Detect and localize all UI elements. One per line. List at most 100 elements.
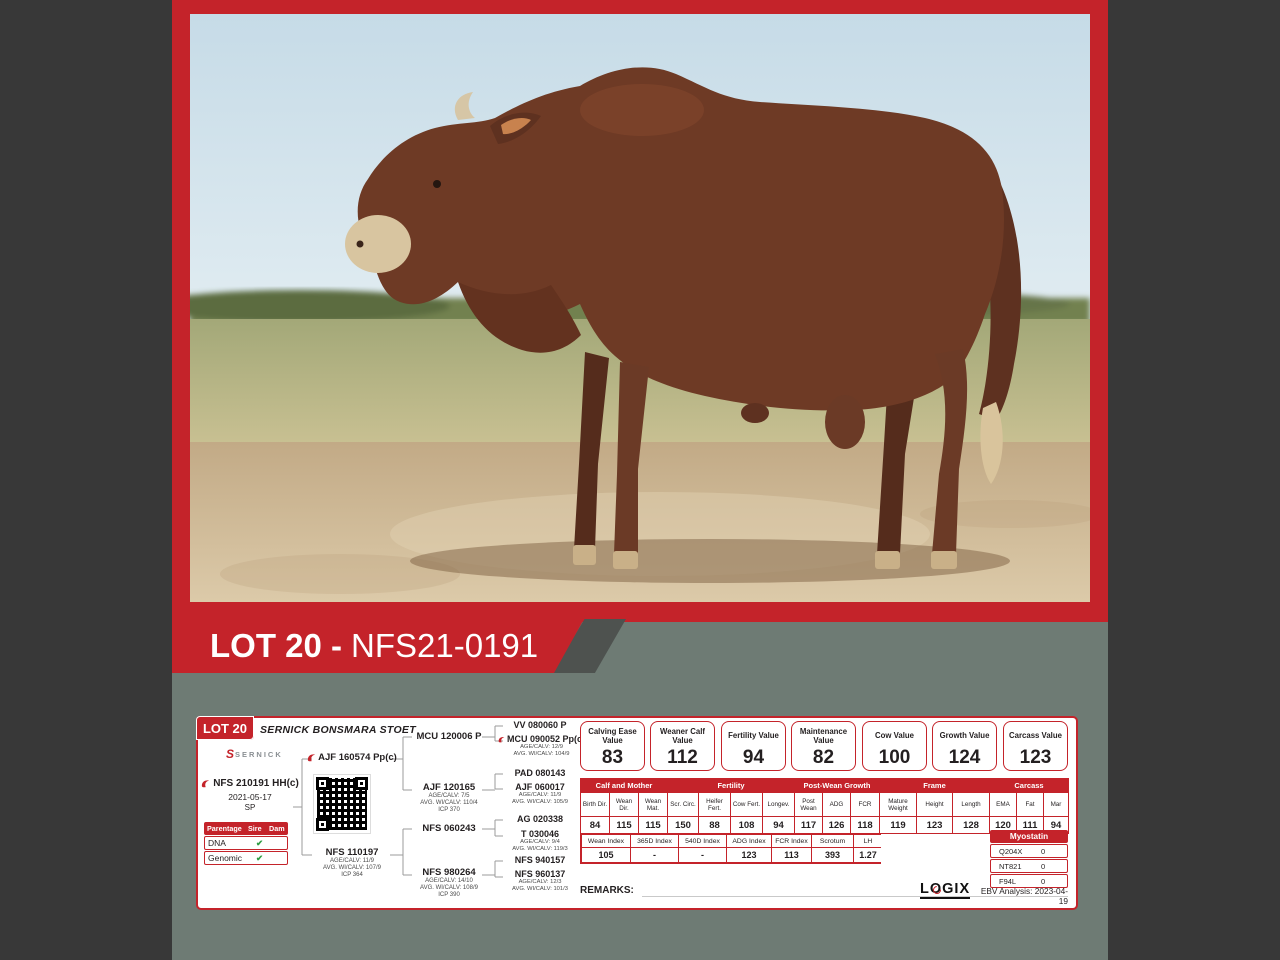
parentage-header: Parentage Sire Dam	[204, 822, 288, 835]
index-col-header: LH	[854, 835, 882, 847]
pedigree-name: NFS 110197	[325, 847, 379, 858]
pedigree-detail: AGE/CALV: 14/10	[425, 878, 473, 884]
myostatin-gene: NT821	[999, 861, 1022, 871]
parentage-header-label: Parentage	[207, 824, 242, 833]
animal-id-text: NFS 210191 HH(c)	[213, 778, 299, 789]
pedigree-name: NFS 940157	[514, 855, 566, 865]
index-value: -	[631, 848, 678, 862]
bull-photo	[190, 14, 1090, 602]
pedigree-name: AJF 060017	[515, 782, 565, 792]
stud-name: SERNICK BONSMARA STOET	[260, 724, 416, 736]
ebv-group-header: Calf and Mother	[581, 779, 667, 792]
value-box-value: 83	[601, 747, 624, 768]
value-box-maintenance: Maintenance Value 82	[791, 721, 856, 771]
value-box-value: 124	[948, 747, 981, 768]
parentage-row-dna: DNA ✔	[204, 836, 288, 850]
myostatin-value: 0	[1041, 876, 1046, 886]
pedigree-entry: NFS 980264 AGE/CALV: 14/10 AVG. WI/CALV:…	[399, 867, 499, 899]
logix-logo: LOGIX	[920, 881, 971, 899]
ebv-group-header: Post-Wean Growth	[795, 779, 879, 792]
pedigree-detail: ICP 390	[438, 892, 460, 898]
value-box-label: Cow Value	[875, 731, 914, 740]
ebv-table: Calf and Mother Fertility Post-Wean Grow…	[580, 778, 1069, 834]
ebv-col-header: Birth Dir.	[581, 793, 609, 816]
pedigree-name: T 030046	[520, 829, 560, 839]
pedigree-entry: AJF 120165 AGE/CALV: 7/5 AVG. WI/CALV: 1…	[399, 782, 499, 814]
qr-finder	[316, 777, 329, 790]
pedigree-detail: AGE/CALV: 7/5	[428, 793, 470, 799]
pedigree-entry: VV 080060 P	[498, 720, 582, 730]
birth-date: 2021-05-17	[228, 792, 272, 802]
ebv-col-header: FCR	[851, 793, 879, 816]
index-table: Wean Index 365D Index 540D Index ADG Ind…	[580, 833, 882, 864]
index-col-header: Scrotum	[812, 835, 853, 847]
horn-icon	[308, 754, 316, 762]
pedigree-entry: AJF 060017 AGE/CALV: 11/9 AVG. WI/CALV: …	[498, 782, 582, 805]
ebv-value: 115	[639, 817, 667, 833]
value-box-label: Weaner Calf Value	[660, 726, 705, 745]
value-box-cow: Cow Value 100	[862, 721, 927, 771]
ebv-col-header: Mature Weight	[880, 793, 916, 816]
pedigree-name: AJF 120165	[422, 782, 476, 793]
value-box-value: 112	[667, 747, 698, 768]
pedigree-name: PAD 080143	[514, 768, 566, 778]
logix-text: LOGIX	[920, 881, 971, 897]
ebv-group-header: Frame	[880, 779, 989, 792]
index-value: 393	[812, 848, 853, 862]
ebv-col-header: Longev.	[763, 793, 794, 816]
data-card: LOT 20 SERNICK BONSMARA STOET S SERNICK …	[196, 716, 1078, 910]
index-col-header: ADG Index	[727, 835, 771, 847]
brand-label: SERNICK	[235, 749, 283, 759]
pedigree-detail: AVG. WI/CALV: 105/9	[512, 798, 568, 805]
ebv-value: 118	[851, 817, 879, 833]
check-icon: ✔	[255, 837, 264, 848]
card-lot-tag: LOT 20	[196, 716, 254, 740]
index-value: 105	[582, 848, 630, 862]
sernick-logo: S SERNICK	[226, 748, 283, 760]
value-box-value: 100	[878, 747, 911, 768]
pedigree-sire: AJF 160574 Pp(c)	[292, 752, 412, 763]
index-col-header: 540D Index	[679, 835, 726, 847]
pedigree-detail: AVG. WI/CALV: 119/3	[512, 845, 568, 852]
index-value: 113	[772, 848, 811, 862]
ebv-col-header: Length	[953, 793, 989, 816]
pedigree-lines	[293, 725, 503, 878]
parentage-header-dam: Dam	[269, 824, 285, 833]
pedigree-entry: PAD 080143	[498, 768, 582, 778]
pedigree-name: NFS 980264	[422, 867, 476, 878]
ebv-value: 123	[917, 817, 952, 833]
banner-lot-label: LOT 20 -	[210, 627, 343, 664]
ebv-value: 150	[668, 817, 698, 833]
ebv-value: 88	[699, 817, 730, 833]
pedigree-detail: AVG. WI/CALV: 101/3	[512, 885, 568, 892]
index-col-header: Wean Index	[582, 835, 630, 847]
horn-icon	[498, 736, 505, 742]
lot-banner: LOT 20 - NFS21-0191	[172, 619, 584, 673]
ebv-value: 119	[880, 817, 916, 833]
value-box-label: Calving Ease Value	[588, 726, 637, 745]
value-box-fertility: Fertility Value 94	[721, 721, 786, 771]
pedigree-detail: AVG. WI/CALV: 107/9	[323, 865, 381, 871]
value-box-weaner-calf: Weaner Calf Value 112	[650, 721, 715, 771]
pedigree-name: NFS 960137	[514, 869, 566, 879]
ebv-group-header: Fertility	[668, 779, 794, 792]
pedigree-name: VV 080060 P	[513, 720, 567, 730]
remarks-line	[642, 896, 1068, 897]
pedigree-entry: AG 020338	[498, 814, 582, 824]
animal-id: NFS 210191 HH(c)	[198, 778, 302, 789]
pedigree-name: AG 020338	[516, 814, 564, 824]
remarks-label: REMARKS:	[580, 885, 634, 896]
ebv-col-header: ADG	[823, 793, 850, 816]
value-box-label: Carcass Value	[1009, 731, 1062, 740]
ebv-col-header: Heifer Fert.	[699, 793, 730, 816]
ebv-value: 111	[1017, 817, 1043, 833]
pedigree-detail: AGE/CALV: 11/9	[518, 792, 562, 798]
ebv-col-header: EMA	[990, 793, 1016, 816]
pedigree-detail: AGE/CALV: 12/3	[518, 879, 562, 885]
value-box-label: Growth Value	[939, 731, 990, 740]
value-box-label: Fertility Value	[728, 731, 779, 740]
ebv-value: 108	[731, 817, 762, 833]
ebv-value: 115	[610, 817, 638, 833]
ebv-col-header: Wean Dir.	[610, 793, 638, 816]
